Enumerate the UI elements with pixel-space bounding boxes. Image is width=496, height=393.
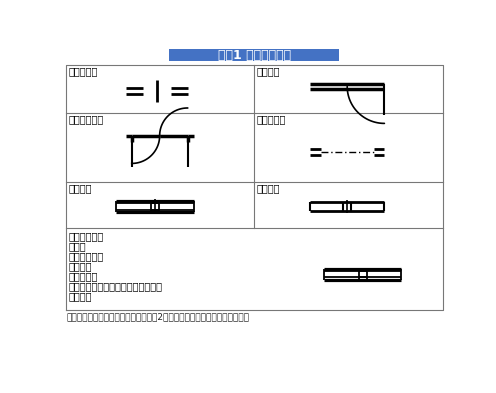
Text: シャッター: シャッター bbox=[256, 114, 286, 124]
Text: すべりだし窓: すべりだし窓 bbox=[68, 251, 104, 261]
Text: 備考　壁体は，構造種別によって付表2に示す材料構造表示記号を用いる。: 備考 壁体は，構造種別によって付表2に示す材料構造表示記号を用いる。 bbox=[66, 312, 249, 321]
Text: はめごろし窓: はめごろし窓 bbox=[68, 231, 104, 241]
Bar bbox=[169, 50, 339, 61]
Text: 引違い窓: 引違い窓 bbox=[68, 184, 92, 193]
Text: 片開き窓: 片開き窓 bbox=[256, 66, 280, 76]
Text: 引違い戸: 引違い戸 bbox=[256, 184, 280, 193]
Text: 付表1 平面表示記号: 付表1 平面表示記号 bbox=[218, 49, 291, 62]
Text: （上記以外の場合も開閉方法を記入: （上記以外の場合も開閉方法を記入 bbox=[68, 281, 162, 291]
Text: する。）: する。） bbox=[68, 291, 92, 301]
Text: 両開きとびら: 両開きとびら bbox=[68, 114, 104, 124]
Text: 回転窓: 回転窓 bbox=[68, 241, 86, 251]
Text: 上げ下げ窓: 上げ下げ窓 bbox=[68, 271, 98, 281]
Text: 出入口一般: 出入口一般 bbox=[68, 66, 98, 76]
Text: 突出し窓: 突出し窓 bbox=[68, 261, 92, 271]
